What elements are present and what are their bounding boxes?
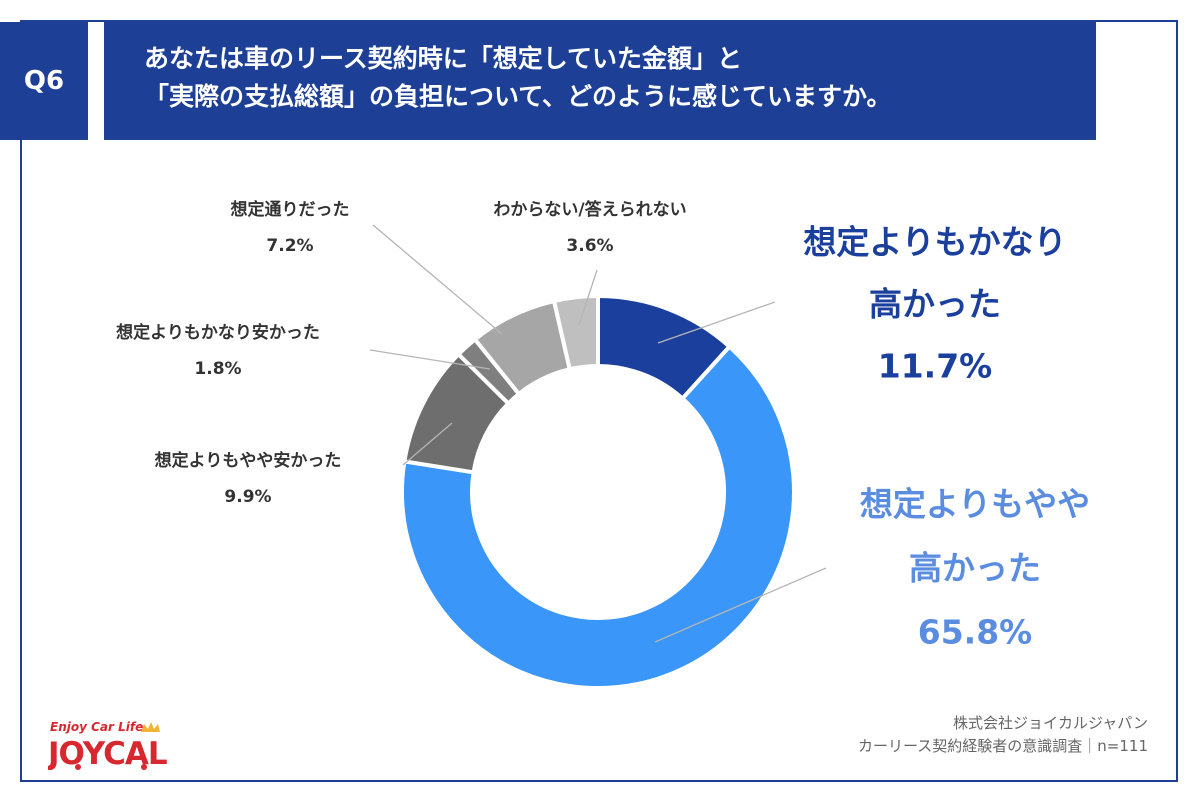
slice-value-3: 9.9% xyxy=(224,487,271,507)
leader-line-6 xyxy=(578,269,598,326)
source-note: 株式会社ジョイカルジャパン カーリース契約経験者の意識調査｜n=111 xyxy=(858,712,1148,758)
donut-slice-6 xyxy=(551,293,600,372)
question-title: あなたは車のリース契約時に「想定していた金額」と 「実際の支払総額」の負担につい… xyxy=(104,22,1096,140)
logo-crown-icon xyxy=(141,722,160,732)
svg-text:Enjoy Car Life: Enjoy Car Life xyxy=(50,720,143,734)
source-company: 株式会社ジョイカルジャパン xyxy=(952,714,1148,732)
slice-label-4: 想定よりもかなり安かった 1.8% xyxy=(116,322,320,379)
leader-line-4 xyxy=(369,349,491,370)
slice-value-5: 7.2% xyxy=(266,236,313,256)
leader-line-3 xyxy=(402,422,453,466)
title-line-2: 「実際の支払総額」の負担について、どのように感じていますか。 xyxy=(144,82,892,111)
joycal-logo: Enjoy Car Life JOYCAL xyxy=(48,720,168,770)
slice-value-6: 3.6% xyxy=(566,236,613,256)
slice-label-text-6: わからない/答えられない xyxy=(493,199,686,220)
slice-label-6: わからない/答えられない 3.6% xyxy=(493,199,686,256)
slice-value-4: 1.8% xyxy=(194,359,241,379)
slice-label-text-2: 想定よりもやや xyxy=(860,485,1090,524)
leader-line-5 xyxy=(372,224,503,335)
outer-frame xyxy=(20,20,1178,782)
source-survey: カーリース契約経験者の意識調査｜n=111 xyxy=(858,737,1148,755)
slice-label-3: 想定よりもやや安かった 9.9% xyxy=(155,450,342,507)
slice-label-text-1: 想定よりもかなり xyxy=(803,223,1066,262)
leader-line-1 xyxy=(657,301,776,344)
slice-label-text-3: 想定よりもやや安かった xyxy=(155,450,342,471)
slice-label-5: 想定通りだった 7.2% xyxy=(231,199,350,256)
slice-label-text-4: 想定よりもかなり安かった xyxy=(116,322,320,343)
leader-line-2 xyxy=(654,567,827,643)
slice-label-text-1: 高かった xyxy=(869,285,1001,324)
slice-label-text-2: 高かった xyxy=(909,549,1041,588)
svg-text:JOYCAL: JOYCAL xyxy=(48,736,167,770)
slice-value-1: 11.7% xyxy=(878,347,993,386)
donut-slice-2 xyxy=(400,343,796,690)
question-badge: Q6 xyxy=(0,22,88,140)
slice-value-2: 65.8% xyxy=(918,613,1033,652)
title-line-1: あなたは車のリース契約時に「想定していた金額」と xyxy=(144,44,743,73)
slice-label-text-5: 想定通りだった xyxy=(231,199,350,220)
